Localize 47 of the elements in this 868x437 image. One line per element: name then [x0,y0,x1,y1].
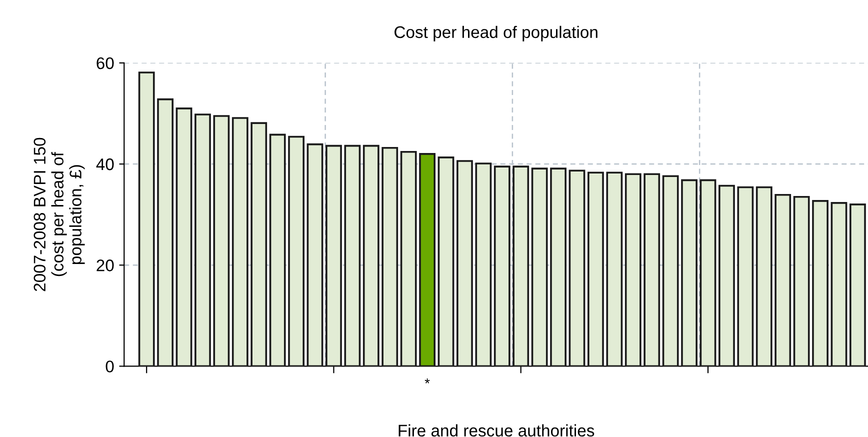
chart-title: Cost per head of population [394,26,598,42]
bar [213,115,230,366]
bar [456,160,473,366]
bar [737,186,754,366]
bar [550,168,566,366]
bar [344,144,361,366]
x-tick-label: * [424,378,430,384]
bar [400,150,417,366]
bar [475,162,492,366]
bar [662,175,679,366]
bar [624,173,642,366]
bar [176,108,192,366]
bar [288,136,304,366]
y-tick-label: 20 [96,260,114,272]
bar [306,143,324,366]
bar [157,98,174,366]
bar [718,184,735,366]
bar [644,173,660,366]
bar [850,204,866,366]
bar [269,134,286,366]
bar [531,168,548,366]
bar [793,196,810,366]
bar [606,172,623,366]
bar [438,156,454,366]
bar [419,153,436,366]
bar [194,114,211,366]
bar [568,170,586,366]
bar [326,144,342,366]
bar [812,200,828,366]
y-tick-label: 60 [96,57,114,70]
bar [494,166,510,366]
bar [250,122,268,366]
bar [681,179,698,366]
y-axis-title: 2007-2008 BVPI 150 (cost per head of population, £) [34,138,85,292]
bar [830,202,848,366]
x-axis-title: Fire and rescue authorities [398,424,594,437]
bar [138,72,155,366]
bar [512,166,530,366]
bar [756,186,772,366]
bar [382,146,398,366]
bar [774,194,792,366]
bar [588,172,604,366]
y-tick-label: 0 [106,360,114,372]
bar [700,179,716,366]
y-tick-label: 40 [96,158,114,170]
bar [362,144,380,366]
bar [232,117,248,366]
